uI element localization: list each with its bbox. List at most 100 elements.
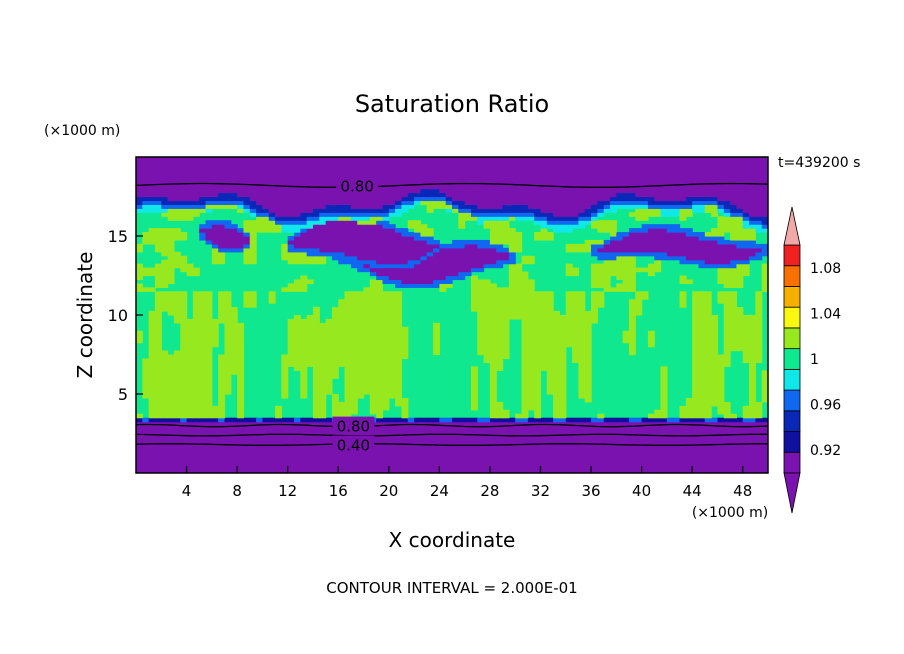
field-cell	[287, 421, 295, 427]
field-cell	[331, 236, 339, 241]
field-cell	[306, 208, 314, 213]
field-cell	[749, 196, 756, 202]
field-cell	[666, 232, 674, 237]
field-cell	[344, 342, 352, 348]
field-cell	[483, 318, 491, 324]
field-cell	[211, 409, 219, 415]
field-cell	[477, 445, 485, 450]
field-cell	[591, 303, 598, 308]
field-cell	[673, 417, 681, 423]
field-cell	[154, 243, 162, 249]
field-cell	[515, 216, 523, 221]
field-cell	[730, 315, 737, 320]
field-cell	[426, 247, 434, 253]
field-cell	[237, 394, 245, 399]
field-cell	[401, 334, 409, 340]
field-cell	[508, 307, 516, 312]
field-cell	[186, 397, 194, 403]
field-cell	[382, 358, 390, 363]
field-cell	[426, 196, 434, 202]
field-cell	[559, 445, 567, 450]
field-cell	[470, 283, 478, 288]
field-cell	[717, 259, 725, 265]
field-cell	[584, 457, 592, 462]
field-cell	[508, 295, 516, 300]
field-cell	[742, 192, 750, 198]
field-cell	[597, 188, 605, 194]
field-cell	[483, 307, 491, 312]
field-cell	[420, 232, 428, 237]
field-cell	[199, 374, 207, 379]
field-cell	[180, 401, 188, 407]
field-cell	[470, 279, 478, 284]
field-cell	[730, 243, 737, 249]
field-cell	[161, 295, 169, 300]
field-cell	[584, 180, 592, 186]
field-cell	[591, 196, 598, 202]
field-cell	[268, 425, 276, 431]
field-cell	[344, 216, 352, 221]
field-cell	[243, 291, 251, 296]
field-cell	[180, 465, 188, 470]
field-cell	[426, 445, 434, 450]
field-cell	[603, 247, 611, 253]
field-cell	[736, 224, 744, 229]
field-cell	[464, 469, 472, 473]
field-cell	[692, 461, 700, 466]
field-cell	[363, 200, 371, 205]
field-cell	[148, 382, 156, 387]
field-cell	[584, 433, 592, 439]
field-cell	[262, 204, 270, 209]
field-cell	[218, 366, 226, 371]
field-cell	[445, 429, 453, 435]
field-cell	[477, 208, 485, 213]
field-cell	[559, 382, 567, 387]
field-cell	[249, 228, 257, 233]
field-cell	[395, 299, 403, 304]
field-cell	[388, 457, 396, 462]
field-cell	[192, 397, 200, 403]
field-cell	[401, 263, 409, 269]
field-cell	[294, 441, 301, 446]
field-cell	[369, 208, 377, 213]
field-cell	[508, 461, 516, 466]
field-cell	[136, 180, 143, 186]
field-cell	[325, 239, 333, 245]
field-cell	[477, 267, 485, 273]
field-cell	[521, 279, 529, 284]
field-cell	[148, 469, 156, 473]
field-cell	[205, 307, 213, 312]
field-cell	[628, 326, 636, 332]
field-cell	[249, 457, 257, 462]
field-cell	[717, 275, 725, 281]
field-cell	[433, 243, 440, 249]
field-cell	[502, 291, 510, 296]
field-cell	[660, 449, 668, 454]
field-cell	[136, 192, 143, 198]
field-cell	[553, 315, 561, 320]
field-cell	[578, 311, 586, 316]
field-cell	[433, 453, 440, 458]
field-cell	[256, 200, 263, 205]
field-cell	[350, 390, 358, 395]
field-cell	[540, 299, 548, 304]
field-cell	[205, 188, 213, 194]
field-cell	[173, 311, 181, 316]
field-cell	[154, 200, 162, 205]
field-cell	[161, 263, 169, 269]
field-cell	[237, 204, 245, 209]
field-cell	[192, 212, 200, 217]
field-cell	[331, 188, 339, 194]
field-cell	[508, 212, 516, 217]
field-cell	[180, 374, 188, 379]
field-cell	[628, 465, 636, 470]
field-cell	[660, 370, 668, 375]
field-cell	[742, 326, 750, 332]
field-cell	[483, 346, 491, 352]
field-cell	[489, 413, 497, 419]
field-cell	[622, 247, 630, 253]
field-cell	[628, 267, 636, 273]
field-cell	[237, 236, 245, 241]
field-cell	[452, 469, 459, 473]
field-cell	[281, 196, 289, 202]
